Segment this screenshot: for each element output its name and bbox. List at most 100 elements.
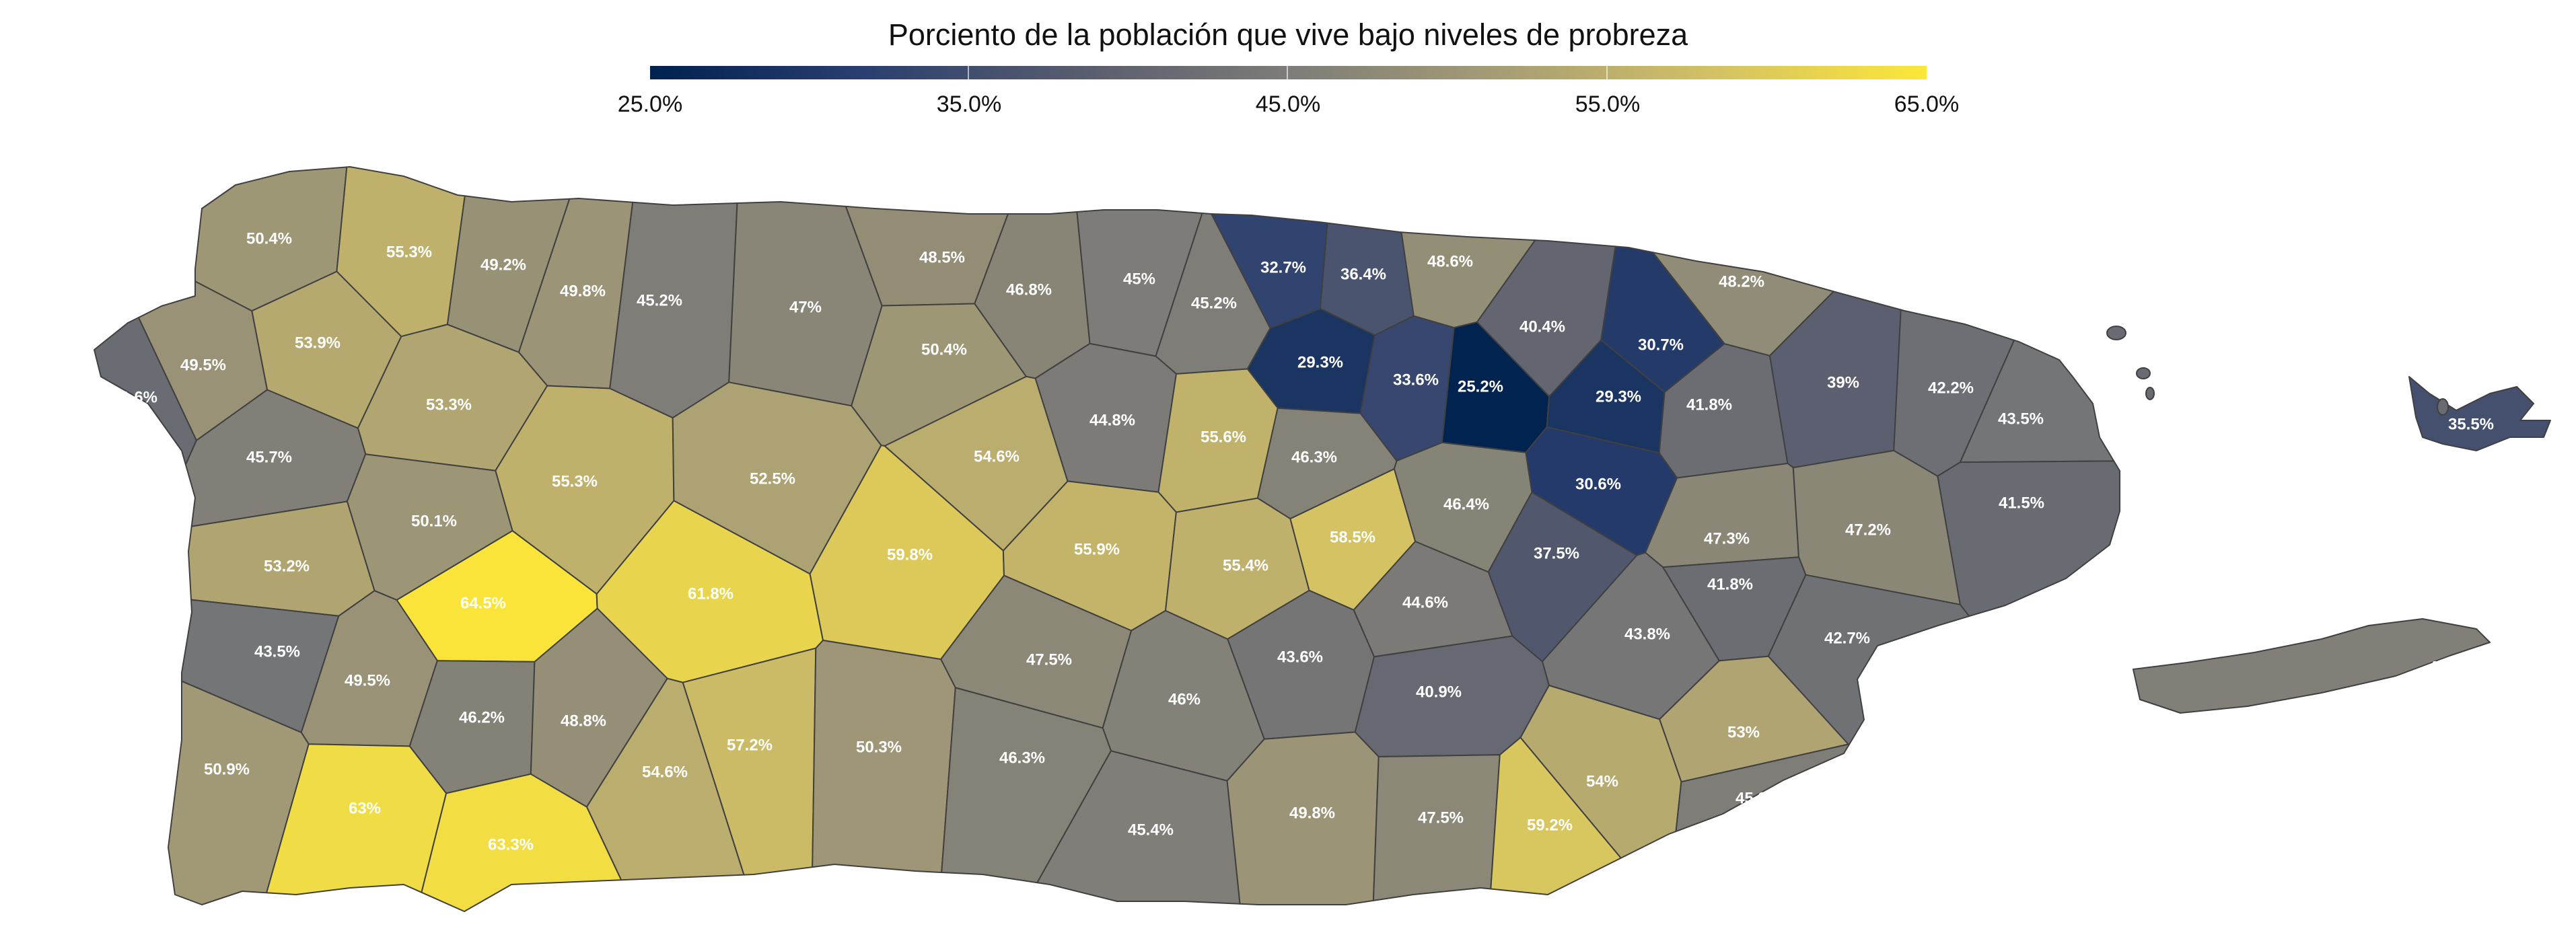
municipality-region: [266, 743, 448, 895]
municipality-value-label: 59.8%: [887, 546, 933, 564]
municipality-value-label: 45.7%: [246, 448, 292, 466]
legend-tick-mark: [968, 66, 969, 79]
municipality-region: [1036, 750, 1241, 905]
municipality-value-label: 45.3%: [1736, 789, 1781, 807]
municipality-value-label: 45.2%: [1191, 294, 1237, 312]
municipality-value-label: 41.8%: [1686, 396, 1732, 414]
municipality-value-label: 50.4%: [921, 340, 967, 359]
legend-tick-label: 25.0%: [617, 91, 683, 117]
municipality-value-label: 54%: [1586, 772, 1618, 790]
municipality-value-label: 43.6%: [1277, 648, 1323, 666]
municipality-value-label: 63.3%: [488, 835, 534, 854]
municipality-value-label: 29.3%: [1297, 353, 1343, 371]
municipality-value-label: 48.6%: [1427, 252, 1473, 270]
municipality-value-label: 53%: [1727, 723, 1760, 741]
municipality-value-label: 32.7%: [1260, 258, 1306, 276]
municipality-value-label: 43.5%: [254, 642, 300, 661]
legend-tick-label: 35.0%: [936, 91, 1002, 117]
islet-region: [2106, 326, 2126, 340]
legend-tick-label: 45.0%: [1255, 91, 1321, 117]
municipality-region: [1372, 754, 1501, 901]
municipality-value-label: 64.5%: [460, 594, 506, 612]
municipality-value-label: 46%: [1168, 690, 1201, 708]
legend-tick-mark: [1287, 66, 1288, 79]
municipality-value-label: 47.5%: [1026, 650, 1072, 669]
municipality-value-label: 42.2%: [1928, 379, 1974, 397]
municipality-value-label: 50.3%: [856, 738, 902, 756]
municipality-value-label: 61.8%: [688, 585, 734, 603]
municipality-value-label: 41.8%: [1707, 575, 1753, 593]
municipality-value-label: 49.5%: [180, 356, 226, 374]
municipality-value-label: 46.2%: [459, 708, 505, 726]
municipality-value-label: 46.8%: [1006, 280, 1052, 299]
municipality-value-label: 46.3%: [999, 749, 1045, 767]
municipality-value-label: 47.2%: [1845, 521, 1891, 539]
municipality-value-label: 45.4%: [1128, 821, 1174, 839]
islet-region: [2136, 367, 2151, 379]
municipality-value-label: 49.2%: [480, 256, 526, 274]
municipality-value-label: 37.5%: [1534, 544, 1579, 562]
municipality-region: [1675, 743, 1850, 833]
municipality-value-label: 43.5%: [1998, 410, 2044, 428]
municipality-value-label: 45.2%: [637, 291, 682, 309]
map-title: Porciento de la población que vive bajo …: [888, 17, 1688, 52]
municipality-value-label: 58.5%: [1330, 528, 1375, 546]
municipality-value-label: 33.6%: [1393, 371, 1439, 389]
municipality-value-label: 30.7%: [1638, 336, 1684, 354]
municipality-value-label: 40.9%: [1416, 683, 1462, 701]
municipality-value-label: 53.2%: [264, 557, 310, 575]
municipality-value-label: 48.2%: [1719, 272, 1764, 291]
municipality-value-label: 53.9%: [295, 334, 341, 352]
municipality-value-label: 50.1%: [411, 512, 457, 530]
municipality-value-label: 46.3%: [1291, 448, 1337, 466]
municipality-value-label: 40.4%: [1519, 317, 1565, 336]
municipality-value-label: 50.4%: [246, 229, 292, 248]
municipality-value-label: 55.3%: [386, 243, 432, 261]
municipality-value-label: 52.5%: [750, 470, 795, 488]
municipality-value-label: 59.2%: [1527, 816, 1573, 834]
island-region: [2408, 376, 2551, 451]
municipality-value-label: 57.2%: [727, 736, 773, 754]
municipality-value-label: 46.4%: [1443, 495, 1489, 513]
municipality-value-label: 55.3%: [552, 472, 598, 490]
municipality-value-label: 53.3%: [426, 396, 472, 414]
municipality-value-label: 55.9%: [1074, 540, 1120, 558]
municipality-value-label: 41.5%: [1999, 494, 2044, 512]
municipality-region: [609, 201, 738, 419]
municipality-region: [1937, 460, 2120, 617]
municipality-value-label: 29.3%: [1596, 387, 1641, 406]
municipality-value-label: 35.5%: [2448, 415, 2494, 433]
legend-tick-mark: [1606, 66, 1608, 79]
municipality-value-label: 50.9%: [204, 760, 250, 778]
municipality-value-label: 42.7%: [1824, 629, 1870, 647]
municipality-value-label: 41.6%: [112, 388, 157, 406]
municipality-region: [812, 640, 956, 873]
municipality-value-label: 44.8%: [1089, 411, 1135, 429]
municipality-value-label: 49.8%: [1289, 804, 1335, 822]
municipality-value-label: 43.8%: [1624, 625, 1670, 643]
municipality-value-label: 54.6%: [974, 447, 1019, 465]
municipality-value-label: 25.2%: [1458, 377, 1503, 396]
islet-region: [2437, 398, 2449, 416]
municipality-value-label: 54.6%: [642, 763, 688, 781]
municipality-value-label: 39%: [1827, 373, 1859, 391]
municipality-value-label: 47.3%: [1704, 529, 1750, 548]
municipality-value-label: 36.4%: [1340, 265, 1386, 283]
island-region: [2133, 618, 2491, 714]
municipality-region: [168, 680, 310, 905]
municipality-value-label: 48.8%: [561, 712, 606, 730]
municipality-value-label: 45%: [1123, 270, 1155, 288]
municipality-region: [1519, 685, 1682, 859]
municipality-region: [1226, 731, 1380, 905]
islet-region: [2145, 387, 2155, 400]
municipality-value-label: 47%: [789, 298, 822, 316]
municipality-value-label: 55.6%: [1201, 428, 1246, 446]
municipality-value-label: 63%: [349, 799, 381, 817]
municipality-value-label: 55.4%: [1223, 556, 1268, 574]
legend-tick-label: 65.0%: [1894, 91, 1960, 117]
legend-tick-label: 55.0%: [1575, 91, 1641, 117]
municipality-value-label: 49.5%: [345, 671, 390, 689]
municipality-value-label: 45.7%: [2429, 658, 2474, 676]
municipality-value-label: 47.5%: [1418, 809, 1464, 827]
